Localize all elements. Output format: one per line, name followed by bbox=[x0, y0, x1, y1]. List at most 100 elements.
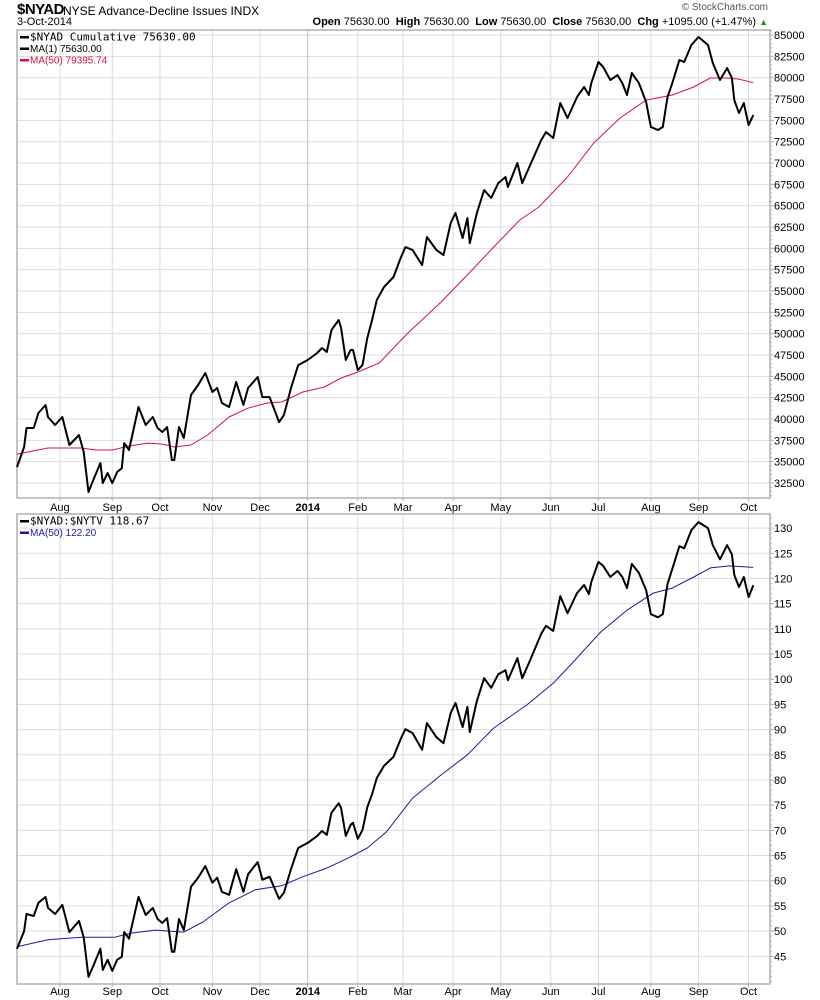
instrument-name: NYSE Advance-Decline Issues INDX bbox=[63, 4, 259, 18]
y-tick-label: 32500 bbox=[774, 478, 805, 490]
y-tick-label: 60 bbox=[774, 876, 786, 888]
y-tick-label: 50 bbox=[774, 926, 786, 938]
legend-entry: MA(1) 75630.00 bbox=[30, 44, 102, 55]
legend-swatch bbox=[20, 531, 29, 534]
y-tick-label: 45 bbox=[774, 951, 786, 963]
low-label: Low bbox=[475, 16, 498, 28]
y-tick-label: 62500 bbox=[774, 222, 805, 234]
low-value: 75630.00 bbox=[500, 16, 547, 28]
x-tick-label: Oct bbox=[740, 986, 757, 998]
y-tick-label: 90 bbox=[774, 725, 786, 737]
legend-swatch bbox=[20, 47, 29, 50]
y-tick-label: 95 bbox=[774, 699, 786, 711]
y-tick-label: 45000 bbox=[774, 371, 805, 383]
legend-swatch bbox=[20, 59, 29, 62]
y-tick-label: 37500 bbox=[774, 435, 805, 447]
series-line--nyad-nytv bbox=[16, 521, 755, 978]
y-tick-label: 85000 bbox=[774, 30, 805, 42]
y-tick-label: 85 bbox=[774, 750, 786, 762]
series-line--nyad-cumulative bbox=[16, 36, 755, 493]
chart-date: 3-Oct-2014 bbox=[17, 16, 73, 28]
y-tick-label: 65000 bbox=[774, 201, 805, 213]
legend-entry: MA(50) 79395.74 bbox=[30, 56, 108, 67]
y-tick-label: 57500 bbox=[774, 265, 805, 277]
x-tick-label: Jul bbox=[591, 502, 605, 514]
x-tick-label: Aug bbox=[641, 502, 661, 514]
x-tick-label: Sep bbox=[103, 502, 123, 514]
high-value: 75630.00 bbox=[423, 16, 470, 28]
x-tick-label: Jun bbox=[542, 986, 560, 998]
x-tick-label: Mar bbox=[394, 986, 413, 998]
y-tick-label: 40000 bbox=[774, 414, 805, 426]
y-tick-label: 120 bbox=[774, 573, 792, 585]
legend-entry: $NYAD:$NYTV 118.67 bbox=[30, 515, 149, 528]
change-value: +1095.00 (+1.47%) bbox=[661, 16, 757, 28]
y-tick-label: 125 bbox=[774, 548, 792, 560]
x-tick-label: Sep bbox=[103, 986, 123, 998]
y-tick-label: 82500 bbox=[774, 51, 805, 63]
close-value: 75630.00 bbox=[585, 16, 632, 28]
y-tick-label: 55 bbox=[774, 901, 786, 913]
x-tick-label: Aug bbox=[50, 502, 70, 514]
triangle-up-icon: ▲ bbox=[759, 17, 768, 27]
x-tick-label: Jun bbox=[542, 502, 560, 514]
plot-frame bbox=[16, 29, 771, 499]
y-tick-label: 60000 bbox=[774, 243, 805, 255]
y-tick-label: 105 bbox=[774, 649, 792, 661]
y-tick-label: 52500 bbox=[774, 307, 805, 319]
x-tick-label: 2014 bbox=[295, 502, 320, 514]
y-tick-label: 42500 bbox=[774, 393, 805, 405]
instrument-title: NYSE Advance-Decline Issues bbox=[63, 4, 228, 18]
x-tick-label: Oct bbox=[151, 986, 168, 998]
y-tick-label: 70 bbox=[774, 825, 786, 837]
x-tick-label: Dec bbox=[250, 986, 270, 998]
series-line-ma-50- bbox=[16, 77, 754, 455]
y-tick-label: 80000 bbox=[774, 73, 805, 85]
quote-summary: Open 75630.00 High 75630.00 Low 75630.00… bbox=[313, 16, 768, 28]
change-label: Chg bbox=[637, 16, 659, 28]
exchange-label: INDX bbox=[230, 4, 260, 18]
x-tick-label: Nov bbox=[203, 502, 223, 514]
x-tick-label: Sep bbox=[689, 986, 709, 998]
x-tick-label: Mar bbox=[394, 502, 413, 514]
y-tick-label: 100 bbox=[774, 674, 792, 686]
ticker-symbol: $NYAD bbox=[17, 1, 64, 18]
x-tick-label: Apr bbox=[445, 986, 462, 998]
x-tick-label: Apr bbox=[445, 502, 462, 514]
y-tick-label: 110 bbox=[774, 624, 792, 636]
y-tick-label: 70000 bbox=[774, 158, 805, 170]
y-tick-label: 75000 bbox=[774, 115, 805, 127]
y-tick-label: 65 bbox=[774, 851, 786, 863]
x-tick-label: Oct bbox=[740, 502, 757, 514]
series-line-ma-50- bbox=[16, 565, 754, 948]
y-tick-label: 130 bbox=[774, 523, 792, 535]
x-tick-label: Feb bbox=[348, 986, 367, 998]
legend-swatch bbox=[20, 520, 29, 523]
x-tick-label: Sep bbox=[689, 502, 709, 514]
x-tick-label: Dec bbox=[250, 502, 270, 514]
y-tick-label: 35000 bbox=[774, 457, 805, 469]
y-tick-label: 50000 bbox=[774, 329, 805, 341]
y-tick-label: 80 bbox=[774, 775, 786, 787]
open-label: Open bbox=[312, 16, 341, 28]
x-tick-label: Aug bbox=[641, 986, 661, 998]
x-tick-label: May bbox=[490, 502, 511, 514]
x-tick-label: Feb bbox=[348, 502, 367, 514]
y-tick-label: 47500 bbox=[774, 350, 805, 362]
chart-panel-2: 45 50 55 60 65 70 75 80 85 90 95 100 105 110 115 120 125… bbox=[16, 513, 792, 998]
high-label: High bbox=[395, 16, 421, 28]
y-tick-label: 72500 bbox=[774, 137, 805, 149]
y-tick-label: 67500 bbox=[774, 179, 805, 191]
y-tick-label: 77500 bbox=[774, 94, 805, 106]
x-tick-label: Aug bbox=[50, 986, 70, 998]
y-tick-label: 115 bbox=[774, 599, 792, 611]
chart-panel-1: 32500 35000 37500 40000 42500 45000 47500 50000… bbox=[16, 29, 805, 514]
x-tick-label: Oct bbox=[151, 502, 168, 514]
legend-swatch bbox=[20, 36, 29, 39]
legend-entry: MA(50) 122.20 bbox=[30, 528, 97, 539]
y-tick-label: 55000 bbox=[774, 286, 805, 298]
plot-frame bbox=[16, 513, 771, 985]
x-tick-label: Nov bbox=[203, 986, 223, 998]
copyright-label: © StockCharts.com bbox=[681, 2, 768, 13]
